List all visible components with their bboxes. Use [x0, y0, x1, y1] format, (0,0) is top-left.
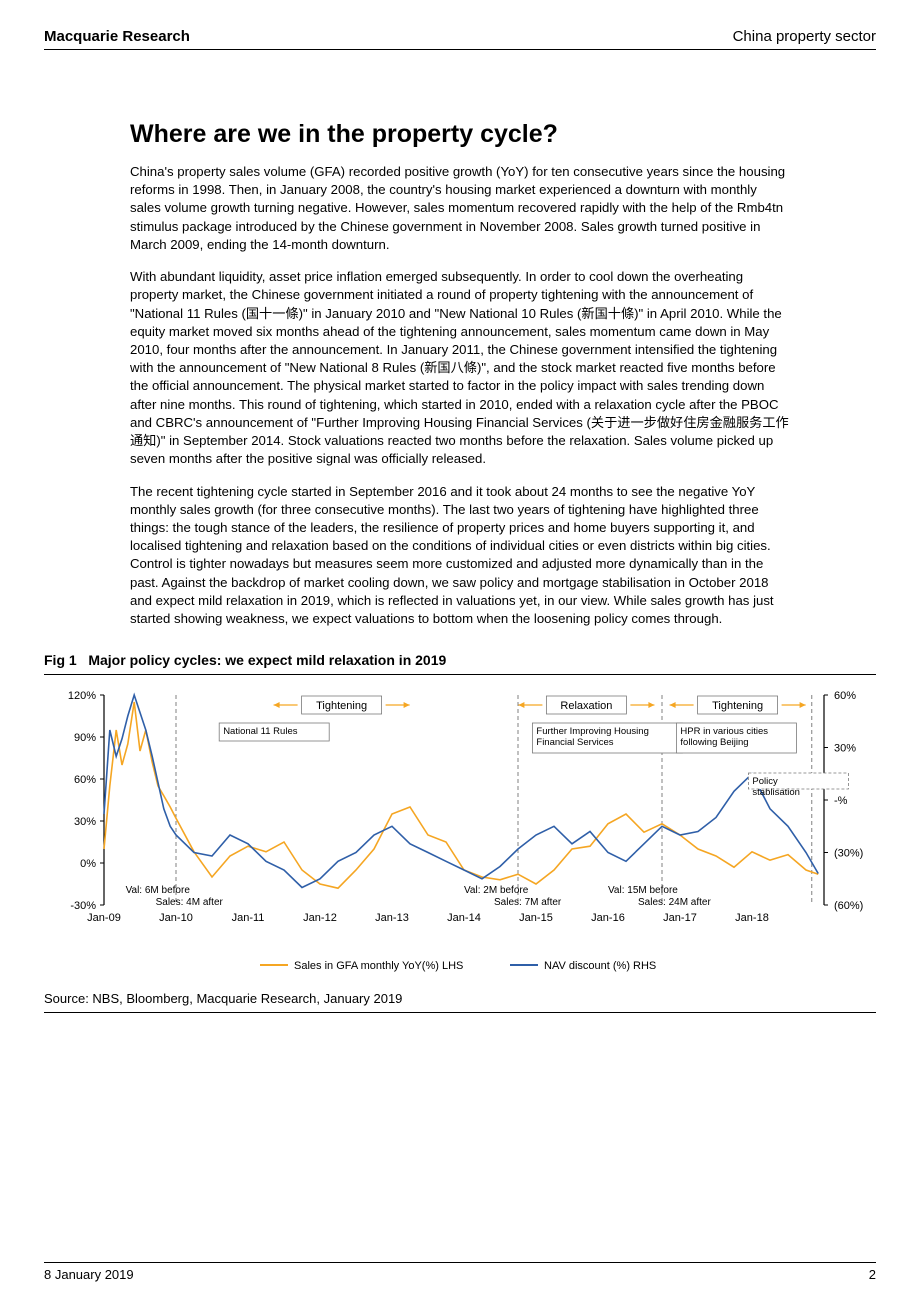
paragraph-3: The recent tightening cycle started in S…	[130, 483, 790, 629]
svg-text:-30%: -30%	[70, 900, 96, 912]
svg-text:Val: 15M before: Val: 15M before	[608, 885, 678, 896]
svg-text:90%: 90%	[74, 732, 96, 744]
footer-page: 2	[869, 1267, 876, 1282]
chart-svg: -30% 0% 30% 60% 90% 120% (60%) (30%) -% 30% 60% Jan…	[44, 685, 876, 985]
header-left: Macquarie Research	[44, 28, 190, 45]
paragraph-1: China's property sales volume (GFA) reco…	[130, 163, 790, 254]
content-body: Where are we in the property cycle? Chin…	[44, 120, 876, 628]
svg-text:-%: -%	[834, 795, 848, 807]
page-title: Where are we in the property cycle?	[130, 120, 790, 149]
svg-text:HPR in various cities: HPR in various cities	[680, 726, 768, 737]
svg-text:Financial Services: Financial Services	[536, 737, 613, 748]
svg-text:Jan-17: Jan-17	[663, 912, 697, 924]
svg-text:National 11 Rules: National 11 Rules	[223, 726, 298, 737]
svg-text:Tightening: Tightening	[316, 700, 367, 712]
svg-text:stablisation: stablisation	[752, 787, 800, 798]
svg-text:NAV discount (%) RHS: NAV discount (%) RHS	[544, 960, 656, 972]
svg-text:Jan-11: Jan-11	[232, 912, 265, 924]
svg-text:(30%): (30%)	[834, 848, 863, 860]
svg-text:Val: 6M before: Val: 6M before	[126, 885, 191, 896]
page-header: Macquarie Research China property sector	[44, 28, 876, 50]
svg-text:60%: 60%	[834, 690, 856, 702]
svg-text:60%: 60%	[74, 774, 96, 786]
svg-text:Sales: 4M after: Sales: 4M after	[156, 897, 224, 908]
svg-text:Sales: 7M after: Sales: 7M after	[494, 897, 562, 908]
svg-text:Tightening: Tightening	[712, 700, 763, 712]
svg-text:120%: 120%	[68, 690, 96, 702]
svg-text:0%: 0%	[80, 858, 96, 870]
svg-text:Policy: Policy	[752, 776, 778, 787]
svg-text:Jan-15: Jan-15	[519, 912, 553, 924]
svg-text:Jan-16: Jan-16	[591, 912, 625, 924]
svg-text:Jan-12: Jan-12	[303, 912, 337, 924]
page-footer: 8 January 2019 2	[44, 1262, 876, 1282]
header-right: China property sector	[733, 28, 876, 45]
svg-text:Sales: 24M after: Sales: 24M after	[638, 897, 711, 908]
footer-date: 8 January 2019	[44, 1267, 134, 1282]
figure-chart: -30% 0% 30% 60% 90% 120% (60%) (30%) -% 30% 60% Jan…	[44, 685, 876, 985]
figure-label: Fig 1 Major policy cycles: we expect mil…	[44, 652, 446, 668]
svg-text:30%: 30%	[834, 743, 856, 755]
svg-text:following Beijing: following Beijing	[680, 737, 748, 748]
figure-source: Source: NBS, Bloomberg, Macquarie Resear…	[44, 991, 876, 1013]
svg-text:Jan-13: Jan-13	[375, 912, 409, 924]
svg-text:Jan-14: Jan-14	[447, 912, 481, 924]
svg-text:Relaxation: Relaxation	[560, 700, 612, 712]
svg-text:30%: 30%	[74, 816, 96, 828]
paragraph-2: With abundant liquidity, asset price inf…	[130, 268, 790, 468]
svg-text:Jan-10: Jan-10	[159, 912, 193, 924]
svg-text:Jan-18: Jan-18	[735, 912, 769, 924]
figure-title-row: Fig 1 Major policy cycles: we expect mil…	[44, 652, 876, 675]
svg-text:Further Improving Housing: Further Improving Housing	[536, 726, 648, 737]
svg-text:Val: 2M before: Val: 2M before	[464, 885, 529, 896]
svg-text:Jan-09: Jan-09	[87, 912, 121, 924]
svg-text:Sales in GFA monthly YoY(%) LH: Sales in GFA monthly YoY(%) LHS	[294, 960, 463, 972]
svg-text:(60%): (60%)	[834, 900, 863, 912]
